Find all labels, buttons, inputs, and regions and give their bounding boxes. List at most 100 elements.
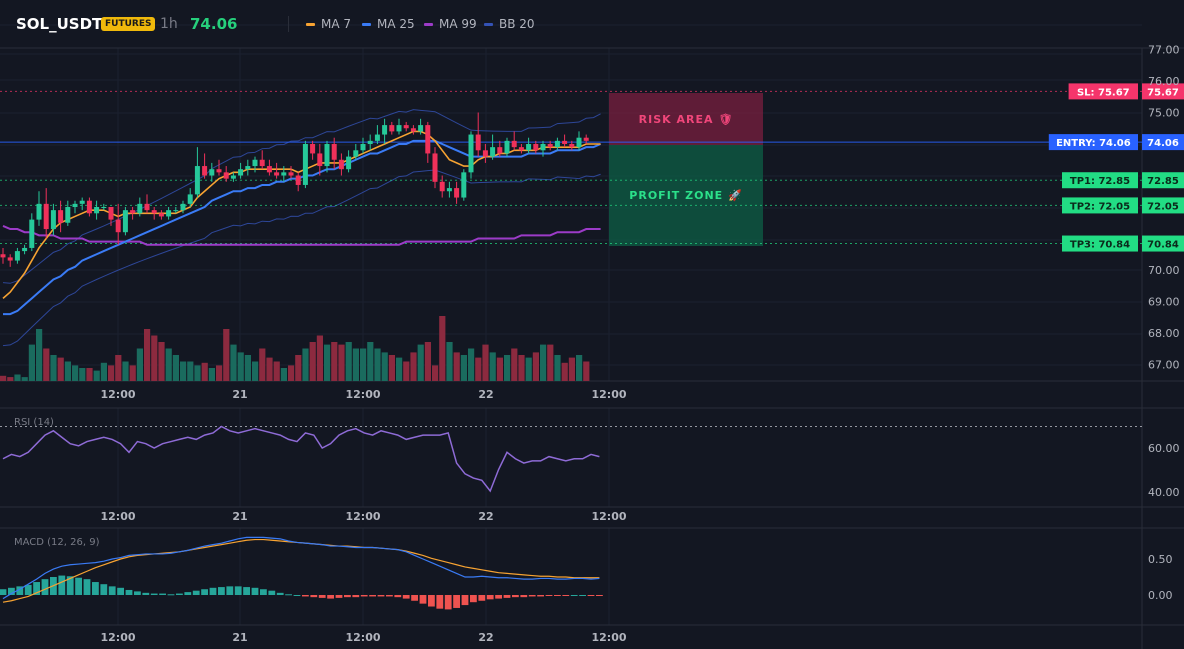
macd-pane: MACD (12, 26, 9) 0.50 0.00 [0,536,1173,610]
macd-histogram-bar [33,582,40,595]
macd-histogram-bar [369,595,376,597]
volume-bar [280,368,287,381]
candle-body [418,125,424,132]
volume-bar [14,374,21,381]
sl-axis-value: 75.67 [1147,87,1179,98]
volume-bar [194,365,201,381]
volume-bar [180,361,187,381]
volume-bar [115,355,122,381]
macd-histogram-bar [528,595,536,597]
candle-body [166,210,172,217]
macd-histogram-bar [478,595,486,601]
macd-histogram-bar [16,586,24,595]
time-axes: 12:00 21 12:00 22 12:00 12:00 21 12:00 22 12:00 12… [100,388,626,644]
candle-body [576,137,582,148]
rsi-title: RSI (14) [14,417,54,428]
volume-bar [324,344,331,381]
volume-bar [482,344,489,381]
volume-bar [100,362,107,381]
candle-body [245,166,251,170]
volume-bar [432,365,439,381]
volume-bar [244,355,251,381]
time-tick: 12:00 [591,388,626,401]
volume-bar [554,355,561,381]
candle-body [554,140,560,148]
candle-body [180,203,186,211]
tp1-axis-value: 72.85 [1147,176,1179,187]
volume-bar [208,368,215,381]
macd-axis-050: 0.50 [1148,553,1173,566]
candle-body [454,188,460,198]
candle-body [238,169,244,176]
macd-histogram-bar [520,595,528,598]
volume-bar [410,352,417,381]
bollinger-bands [2,109,601,347]
volume-bar [439,316,446,381]
volume-bar [172,355,179,381]
volume-bar [388,355,395,381]
candle-body [58,210,64,223]
macd-axis-000: 0.00 [1148,589,1173,602]
entry-tag-label: ENTRY: 74.06 [1056,138,1131,149]
candle-body [497,147,503,154]
macd-histogram-bar [486,595,494,600]
volume-bar [36,329,43,381]
macd-histogram-bar [24,584,32,595]
time-tick: 12:00 [345,388,380,401]
legend-bb20[interactable]: BB 20 [484,17,535,31]
bb-upper-line [2,109,601,284]
volume-bar [216,365,223,381]
volume-bar [165,348,172,381]
candle-body [461,172,467,198]
volume-bar [187,361,194,381]
candle-body [504,140,510,154]
macd-histogram-bar [184,592,192,595]
macd-histogram-bar [386,595,393,597]
volume-bar [345,342,352,381]
symbol-name[interactable]: SOL_USDT [16,15,103,33]
legend-ma25[interactable]: MA 25 [362,17,415,31]
volume-bar [72,365,79,381]
candle-body [115,219,121,233]
macd-histogram-bar [100,584,108,595]
macd-histogram-bar [66,576,74,595]
volume-bar [28,344,35,381]
candle-body [130,210,136,214]
volume-bar [540,344,547,381]
volume-bar [79,368,86,381]
candle-body [410,128,416,132]
macd-histogram-bar [537,595,544,597]
volume-bar [468,348,475,381]
volume-bar [223,329,230,381]
macd-histogram-bar [470,595,477,603]
time-tick: 12:00 [591,510,626,523]
macd-histogram-bar [92,582,99,595]
candle-body [338,159,344,170]
time-tick: 12:00 [345,631,380,644]
candle-body [36,203,42,220]
time-tick: 12:00 [100,510,135,523]
price-tick: 77.00 [1148,44,1180,57]
rsi-axis-60: 60.00 [1148,442,1180,455]
volume-bar [93,370,100,381]
trade-levels: SL: 75.67 75.67 ENTRY: 74.06 74.06 TP1: 72.8… [0,83,1184,252]
volume-bar [417,344,424,381]
volume-bar [151,335,158,381]
tp2-axis-tag [1142,197,1184,214]
volume-bars [0,316,590,381]
candle-body [86,200,92,214]
candle-body [569,144,575,148]
legend-ma99[interactable]: MA 99 [424,17,477,31]
price-tick: 76.00 [1148,75,1180,88]
rsi-path [2,425,600,493]
candle-body [22,247,28,252]
timeframe-label[interactable]: 1h [160,16,178,32]
volume-bar [496,357,503,381]
price-tick: 70.00 [1148,264,1180,277]
macd-title: MACD (12, 26, 9) [14,537,100,548]
time-tick: 12:00 [100,388,135,401]
legend-ma7[interactable]: MA 7 [306,17,351,31]
time-tick: 22 [478,631,493,644]
macd-histogram-bar [461,595,469,606]
